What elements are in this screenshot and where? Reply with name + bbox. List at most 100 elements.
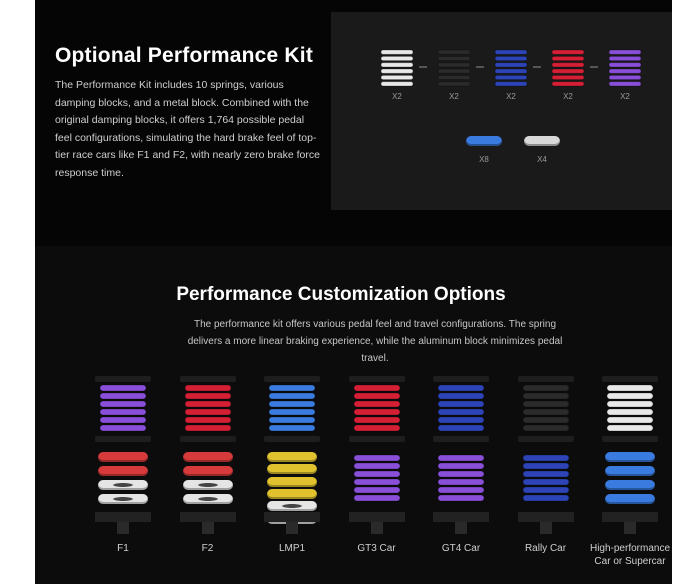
configuration-label: LMP1 [278,543,306,554]
spring-quantity: X2 [449,92,459,101]
separator-dash [419,66,427,68]
kit-spring [493,49,529,87]
kit-description: The Performance Kit includes 10 springs,… [55,79,320,179]
column-stem [370,522,383,534]
configuration-column [348,376,405,536]
column-stem [117,522,129,534]
configuration-column [179,376,236,536]
separator-dash [533,66,541,68]
configuration-column [517,376,574,536]
damping-block-icon [466,136,502,146]
block-quantity: X4 [537,155,547,164]
top-spring-icon [267,384,317,437]
damping-block-icon [267,476,317,487]
damping-block-icon [267,452,317,462]
kit-spring [436,49,472,87]
performance-kit-section: Optional Performance Kit The Performance… [35,0,672,246]
column-base [264,512,320,522]
damping-block-icon [98,466,148,476]
spring-quantity: X2 [563,92,573,101]
damping-block-icon [98,452,148,462]
top-spring-icon [436,384,486,437]
column-cap [95,376,151,382]
column-stem [201,522,214,534]
customization-title: Performance Customization Options [176,284,506,305]
spring-icon [550,49,586,87]
damping-block-icon [267,464,317,475]
top-spring-icon [98,384,148,437]
spring-quantity: X2 [392,92,402,101]
kit-spring [607,49,643,87]
top-spring-icon [605,384,655,437]
top-spring-icon [352,384,402,437]
bottom-spring-icon [436,454,486,507]
top-spring-icon [183,384,233,437]
column-divider [264,436,320,442]
spring-quantity: X2 [620,92,630,101]
block-quantity: X8 [479,155,489,164]
damping-block-icon [98,480,148,490]
column-stem [455,522,467,534]
configuration-label: F2 [201,543,214,554]
spring-icon [436,49,472,87]
separator-dash [590,66,598,68]
column-divider [95,436,151,442]
configuration-column [602,376,658,536]
kit-spring [550,49,586,87]
column-base [517,512,574,522]
spring-icon [607,49,643,87]
column-divider [517,436,574,442]
left-margin [0,0,35,584]
damping-block-icon [182,452,233,462]
configuration-column [433,376,489,536]
damping-block-icon [605,452,655,462]
damping-block-icon [267,489,317,499]
damping-block-icon [182,466,233,476]
separator-dash [476,66,484,68]
spring-icon [379,49,415,87]
damping-block-icon [605,466,655,476]
right-margin [672,0,700,584]
bottom-spring-icon [352,454,402,507]
configuration-label: GT3 Car [357,543,396,554]
column-divider [348,436,405,442]
spring-icon [493,49,529,87]
column-stem [539,522,552,534]
column-base [179,512,236,522]
column-cap [433,376,489,382]
damping-block-icon [524,136,560,146]
damping-block-icon [182,494,233,504]
column-cap [517,376,574,382]
damping-block-icon [605,494,655,504]
damping-block-icon [182,480,233,490]
column-stem [286,522,298,534]
damping-block-icon [267,501,317,512]
column-cap [602,376,658,382]
column-divider [602,436,658,442]
column-cap [179,376,236,382]
column-base [348,512,405,522]
damping-block-icon [605,480,655,490]
column-base [433,512,489,522]
kit-contents-panel: X2 X2 X2 X2 X2 X8 X4 [331,12,672,210]
column-divider [179,436,236,442]
column-cap [348,376,405,382]
column-base [602,512,658,522]
column-stem [624,522,636,534]
damping-block-icon [98,494,148,504]
column-cap [264,376,320,382]
customization-description: The performance kit offers various pedal… [187,319,563,364]
configuration-column [95,376,151,536]
column-base [95,512,151,522]
configuration-label: Rally Car [524,543,567,554]
bottom-spring-icon [521,454,571,507]
kit-title: Optional Performance Kit [55,44,314,67]
configuration-label: High-performance Car or Supercar [589,543,671,567]
kit-spring [379,49,415,87]
customization-section: Performance Customization Options The pe… [35,246,672,584]
configuration-label: F1 [117,543,129,554]
configuration-column [264,376,320,536]
spring-quantity: X2 [506,92,516,101]
top-spring-icon [521,384,571,437]
